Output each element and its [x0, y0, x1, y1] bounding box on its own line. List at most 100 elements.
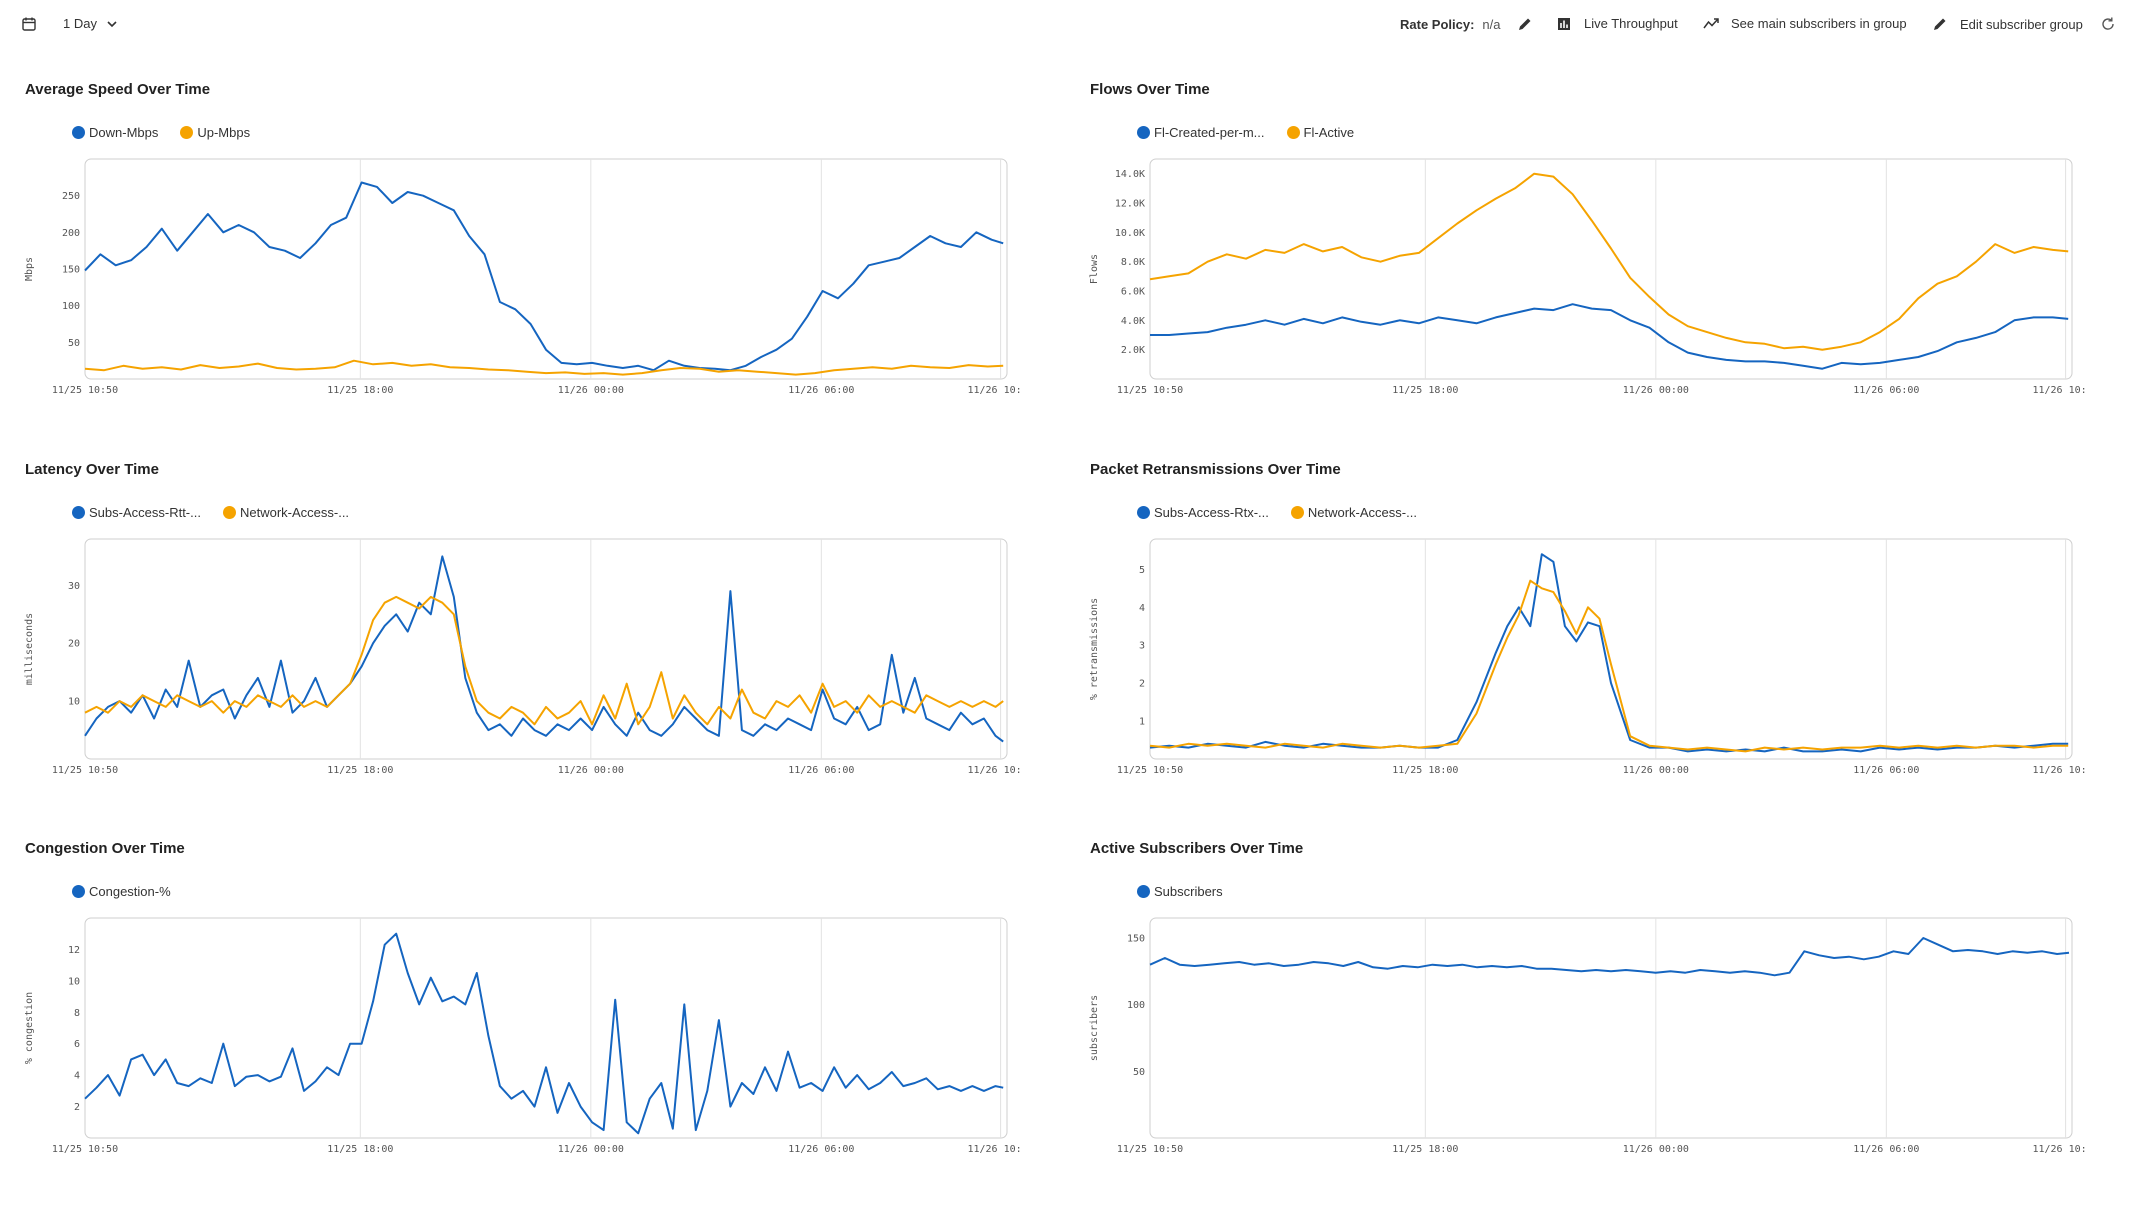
chart-title: Congestion Over Time — [25, 840, 185, 857]
pencil-icon — [1932, 16, 1948, 32]
legend-dot — [72, 885, 85, 898]
x-tick-label: 11/26 10:40 — [967, 765, 1020, 776]
y-tick-label: 3 — [1139, 641, 1145, 652]
y-tick-label: 30 — [68, 581, 80, 592]
x-tick-label: 11/25 10:50 — [1117, 385, 1183, 396]
legend-label: Subs-Access-Rtx-... — [1154, 505, 1269, 520]
chevron-down-icon — [107, 20, 117, 28]
y-tick-label: 4.0K — [1121, 316, 1145, 327]
chart-panel-retransmissions: Packet Retransmissions Over Time Subs-Ac… — [1065, 461, 2085, 831]
y-tick-label: 4 — [74, 1071, 80, 1082]
legend-item-fl-active[interactable]: Fl-Active — [1286, 125, 1355, 140]
legend-item-subscribers[interactable]: Subscribers — [1137, 884, 1223, 899]
y-tick-label: 100 — [1127, 1000, 1145, 1011]
x-tick-label: 11/26 10:40 — [967, 1144, 1020, 1155]
edit-subscriber-group-button[interactable]: Edit subscriber group — [1932, 16, 2083, 32]
series-line — [1149, 937, 2070, 977]
see-main-subscribers-label: See main subscribers in group — [1731, 16, 1907, 31]
x-tick-label: 11/26 00:00 — [558, 765, 624, 776]
time-range-selector[interactable]: 1 Day — [22, 16, 117, 31]
x-tick-label: 11/25 18:00 — [1392, 765, 1458, 776]
legend-dot — [1137, 885, 1150, 898]
chart-panel-average-speed: Average Speed Over Time Down-Mbps Up-Mbp… — [0, 81, 1020, 451]
x-tick-label: 11/26 00:00 — [558, 1144, 624, 1155]
retransmissions-chart: 1 2 3 4 5 11/25 10:50 11/25 18:00 11/26 00:00 11… — [1089, 538, 2085, 776]
active-subscribers-chart: 50 100 150 11/25 10:50 11/25 18:00 11/26 00:0… — [1089, 917, 2085, 1155]
y-axis-label: % congestion — [24, 992, 35, 1064]
legend-item-network-access[interactable]: Network-Access-... — [1290, 505, 1417, 520]
series-line — [1149, 553, 2069, 753]
y-tick-label: 12.0K — [1115, 199, 1145, 210]
edit-rate-policy-icon[interactable] — [1517, 16, 1533, 32]
chart-panel-flows: Flows Over Time Fl-Created-per-m... Fl-A… — [1065, 81, 2085, 451]
legend-item-subs-access-rtx[interactable]: Subs-Access-Rtx-... — [1137, 505, 1269, 520]
x-tick-label: 11/26 06:00 — [1853, 765, 1919, 776]
live-throughput-button[interactable]: Live Throughput — [1557, 16, 1678, 31]
chart-title: Packet Retransmissions Over Time — [1090, 461, 1341, 478]
chart-title: Active Subscribers Over Time — [1090, 840, 1304, 857]
y-tick-label: 50 — [1133, 1067, 1145, 1078]
x-tick-label: 11/25 18:00 — [327, 765, 393, 776]
x-tick-label: 11/26 00:00 — [1623, 1144, 1689, 1155]
legend-item-fl-created[interactable]: Fl-Created-per-m... — [1137, 125, 1265, 140]
chart-panel-latency: Latency Over Time Subs-Access-Rtt-... Ne… — [0, 461, 1020, 831]
legend-dot — [1290, 506, 1304, 519]
x-tick-label: 11/25 18:00 — [1392, 385, 1458, 396]
y-tick-label: 10.0K — [1115, 228, 1145, 239]
y-tick-label: 20 — [68, 639, 80, 650]
congestion-chart: 2 4 6 8 10 12 11/25 10:50 11/25 18:00 11/26 00:0… — [24, 917, 1020, 1155]
chart-legend: Fl-Created-per-m... Fl-Active — [1137, 125, 1354, 140]
legend-label: Fl-Active — [1303, 125, 1355, 140]
y-tick-label: 150 — [1127, 934, 1145, 945]
chart-legend: Subs-Access-Rtx-... Network-Access-... — [1137, 505, 1417, 520]
x-tick-label: 11/26 10:40 — [2032, 385, 2085, 396]
chart-panel-active-subscribers: Active Subscribers Over Time Subscribers… — [1065, 840, 2085, 1210]
plot-area — [84, 538, 1008, 760]
x-tick-label: 11/26 06:00 — [1853, 1144, 1919, 1155]
x-tick-label: 11/26 10:40 — [967, 385, 1020, 396]
legend-item-up-mbps[interactable]: Up-Mbps — [180, 125, 250, 140]
y-tick-label: 2 — [74, 1102, 80, 1113]
x-tick-label: 11/26 06:00 — [788, 385, 854, 396]
legend-item-down-mbps[interactable]: Down-Mbps — [72, 125, 158, 140]
plot-area — [1149, 538, 2073, 760]
y-tick-label: 10 — [68, 697, 80, 708]
y-axis-label: Flows — [1089, 254, 1100, 284]
y-tick-label: 1 — [1139, 717, 1145, 728]
x-tick-label: 11/25 18:00 — [327, 1144, 393, 1155]
y-axis-label: milliseconds — [24, 613, 35, 685]
x-tick-label: 11/25 18:00 — [1392, 1144, 1458, 1155]
chart-title: Average Speed Over Time — [25, 81, 211, 98]
legend-label: Network-Access-... — [239, 505, 350, 520]
legend-item-network-access[interactable]: Network-Access-... — [222, 505, 350, 520]
y-tick-label: 4 — [1139, 603, 1145, 614]
x-tick-label: 11/25 18:00 — [327, 385, 393, 396]
legend-item-subs-access-rtt[interactable]: Subs-Access-Rtt-... — [72, 505, 201, 520]
edit-subscriber-group-label: Edit subscriber group — [1960, 16, 2083, 32]
plot-area — [1149, 158, 2073, 380]
calendar-icon — [22, 17, 36, 31]
legend-label: Fl-Created-per-m... — [1154, 125, 1265, 140]
legend-label: Congestion-% — [89, 884, 171, 899]
y-tick-label: 14.0K — [1115, 169, 1145, 180]
plot-area — [84, 917, 1008, 1139]
y-tick-label: 8.0K — [1121, 257, 1145, 268]
chart-panel-congestion: Congestion Over Time Congestion-% 2 4 6 8 10… — [0, 840, 1020, 1210]
x-tick-label: 11/25 10:50 — [1117, 1144, 1183, 1155]
rate-policy-label: Rate Policy: — [1400, 16, 1475, 32]
refresh-icon[interactable] — [2100, 16, 2116, 32]
legend-dot — [72, 506, 85, 519]
live-throughput-label: Live Throughput — [1584, 16, 1678, 31]
series-line — [1150, 303, 2069, 370]
see-main-subscribers-button[interactable]: See main subscribers in group — [1703, 16, 1907, 31]
y-tick-label: 6 — [74, 1039, 80, 1050]
y-tick-label: 2 — [1139, 679, 1145, 690]
legend-dot — [72, 126, 85, 139]
legend-item-congestion[interactable]: Congestion-% — [72, 884, 171, 899]
series-line — [1149, 579, 2069, 753]
legend-dot — [1137, 126, 1150, 139]
legend-dot — [180, 126, 194, 139]
chart-legend: Down-Mbps Up-Mbps — [72, 125, 250, 140]
legend-label: Up-Mbps — [197, 125, 251, 140]
latency-chart: 10 20 30 11/25 10:50 11/25 18:00 11/26 00:00 1… — [24, 538, 1020, 776]
